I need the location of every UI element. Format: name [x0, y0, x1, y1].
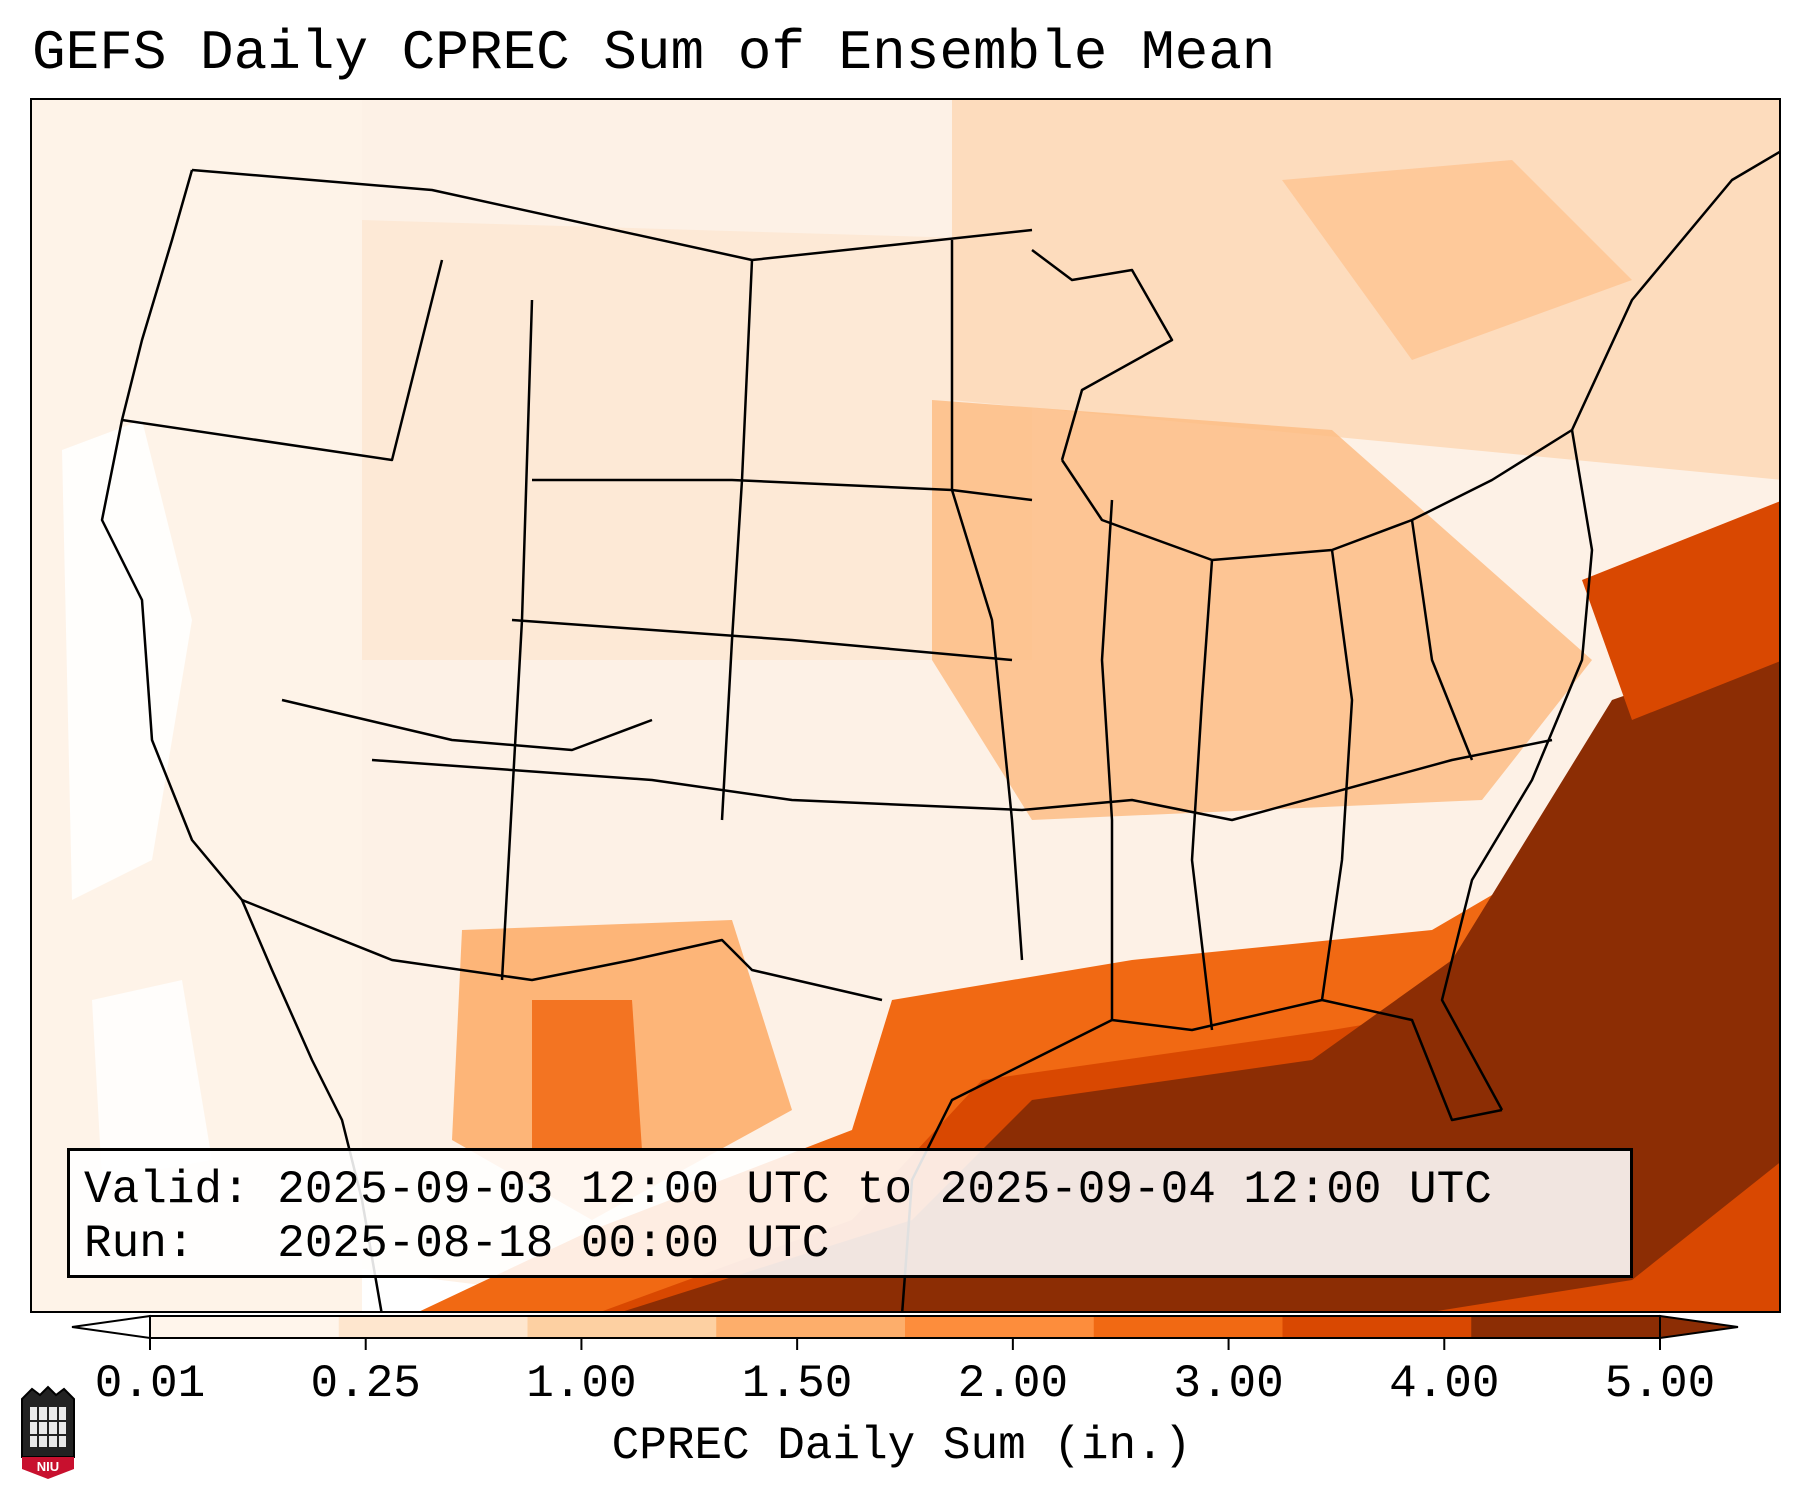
boundaries [100, 150, 1779, 1311]
colorbar [71, 1314, 1739, 1350]
border-meridian-104 [720, 259, 754, 821]
border-meridian-111 [500, 299, 534, 981]
colorbar-under-arrow [71, 1314, 151, 1340]
border-40n [511, 618, 1013, 662]
colorbar-segment [716, 1316, 906, 1338]
colorbar-tick-label: 1.50 [741, 1358, 853, 1410]
precip-zone-ontario [1282, 160, 1632, 360]
colorbar-segment [905, 1316, 1095, 1338]
valid-run-box: Valid: 2025-09-03 12:00 UTC to 2025-09-0… [67, 1148, 1633, 1278]
chart-title: GEFS Daily CPREC Sum of Ensemble Mean [32, 21, 1276, 85]
colorbar-segment [1471, 1316, 1661, 1338]
colorbar-tick-label: 1.00 [526, 1358, 637, 1410]
precip-zone-gulf-core [624, 641, 1779, 1311]
valid-value: 2025-09-03 12:00 UTC to 2025-09-04 12:00… [277, 1164, 1492, 1216]
colorbar-segment [338, 1316, 528, 1338]
valid-label: Valid: [84, 1164, 250, 1216]
border-nv-ca [281, 698, 653, 752]
precip-zone-plains [362, 220, 1032, 660]
precip-zone-midwest [932, 400, 1592, 820]
niu-logo-text: NIU [37, 1459, 59, 1474]
colorbar-tick-label: 5.00 [1604, 1358, 1716, 1410]
colorbar-tick-label: 0.01 [94, 1358, 206, 1410]
colorbar-tick-label: 2.00 [957, 1358, 1069, 1410]
border-mississippi [1100, 499, 1114, 1020]
colorbar-tick-label: 3.00 [1173, 1358, 1284, 1410]
west-coastline [100, 169, 383, 1311]
gulf-coastline [901, 998, 1503, 1311]
border-or [121, 259, 444, 462]
border-meridian-88 [1190, 559, 1214, 1031]
precip-zone-coast-dry [62, 420, 192, 900]
us-canada-border-east [1570, 150, 1779, 431]
precip-zone-sierra-madre [532, 1000, 642, 1150]
colorbar-ticks [149, 1338, 1661, 1350]
border-meridian-82 [1320, 549, 1354, 1001]
colorbar-segment [1093, 1316, 1283, 1338]
niu-logo: NIU [21, 1385, 75, 1479]
colorbar-segments [150, 1316, 1661, 1338]
colorbar-over-arrow [1659, 1314, 1739, 1340]
border-us-mexico [241, 898, 883, 1002]
precip-zone-atlantic [1582, 501, 1779, 720]
east-coastline [1440, 429, 1594, 1111]
colorbar-tick-label: 4.00 [1389, 1358, 1500, 1410]
run-value: 2025-08-18 00:00 UTC [277, 1218, 830, 1270]
border-45n [532, 478, 1033, 502]
border-36n [371, 738, 1553, 822]
precip-zone-pacific-dry [92, 980, 212, 1180]
run-label: Run: [84, 1218, 195, 1270]
border-appalachian [1410, 519, 1474, 761]
border-meridian-96 [950, 240, 1024, 961]
colorbar-segment [527, 1316, 717, 1338]
colorbar-outline [149, 1315, 1661, 1339]
colorbar-segment [1282, 1316, 1472, 1338]
colorbar-label: CPREC Daily Sum (in.) [611, 1420, 1192, 1472]
us-canada-border-west [191, 168, 1033, 262]
colorbar-segment [150, 1316, 340, 1338]
colorbar-tick-label: 0.25 [310, 1358, 421, 1410]
precip-map [32, 100, 1779, 1311]
lake-superior-region [1031, 249, 1174, 461]
map-panel [30, 98, 1781, 1313]
